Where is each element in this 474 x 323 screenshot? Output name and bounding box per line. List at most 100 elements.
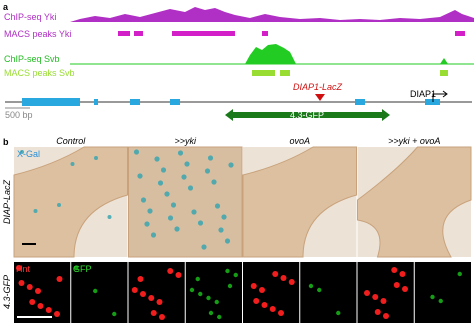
nucleus: [150, 310, 157, 316]
xgal-cell: [167, 215, 174, 221]
nucleus: [16, 265, 22, 271]
xgal-cell: [137, 173, 143, 179]
xgal-cell: [57, 203, 61, 207]
panel-label: a: [3, 2, 9, 12]
xgal-cell: [184, 161, 190, 167]
enhancer-label: 4.3-GFP: [290, 110, 324, 120]
nucleus: [167, 268, 174, 274]
nucleus: [250, 283, 257, 289]
xgal-cell: [191, 209, 197, 215]
nucleus: [278, 310, 284, 316]
xgal-cell: [154, 156, 160, 162]
xgal-cell: [204, 168, 211, 174]
nucleus: [74, 265, 79, 271]
xgal-cell: [224, 238, 231, 244]
nucleus: [393, 282, 400, 288]
xgal-cell: [107, 215, 112, 219]
nucleus: [272, 271, 279, 277]
nucleus: [54, 311, 60, 317]
xgal-cell: [214, 203, 221, 209]
nucleus: [457, 271, 462, 277]
nucleus: [399, 271, 406, 277]
nucleus: [225, 268, 230, 274]
xgal-cell: [221, 214, 227, 220]
row-label: DIAP-LacZ: [2, 179, 12, 224]
nucleus: [93, 288, 98, 294]
nucleus: [214, 299, 219, 305]
nucleus: [308, 283, 314, 289]
nucleus: [26, 284, 33, 290]
enhancer-arrow: [225, 109, 390, 121]
xgal-cell: [144, 221, 150, 227]
xgal-cell: [218, 227, 224, 233]
channel-label: Hnt: [16, 264, 31, 274]
chip-track-svb: [70, 44, 474, 64]
nucleus: [374, 309, 381, 315]
xgal-cell: [157, 180, 164, 186]
fluor-image: [185, 262, 242, 323]
xgal-cell: [20, 150, 24, 154]
nucleus: [372, 294, 379, 300]
nucleus: [217, 314, 222, 320]
nucleus: [198, 291, 203, 297]
fluor-image: [300, 262, 357, 323]
track-label: MACS peaks Yki: [4, 29, 71, 39]
peaks-yki: [118, 31, 465, 36]
nucleus: [402, 286, 408, 292]
nucleus: [148, 295, 155, 301]
nucleus: [112, 311, 117, 317]
xgal-cell: [181, 174, 187, 180]
nucleus: [364, 290, 370, 296]
nucleus: [156, 299, 163, 305]
tissue: [242, 146, 357, 258]
peaks-svb: [252, 70, 448, 76]
nucleus: [45, 307, 52, 313]
tissue: [13, 146, 128, 258]
nucleus: [438, 298, 443, 304]
nucleus: [131, 287, 138, 293]
xgal-cell: [211, 179, 217, 185]
xgal-cell: [174, 226, 180, 232]
fluor-image: [243, 262, 300, 323]
nucleus: [253, 298, 260, 304]
nucleus: [430, 294, 435, 300]
xgal-cell: [228, 162, 234, 168]
xgal-cell: [201, 244, 207, 250]
xgal-cell: [170, 202, 177, 208]
panel-label: b: [3, 137, 9, 147]
nucleus: [37, 303, 44, 309]
xgal-cell: [140, 197, 147, 203]
xgal-cell: [207, 155, 214, 161]
nucleus: [288, 279, 295, 285]
nucleus: [261, 302, 268, 308]
tissue: [128, 146, 243, 258]
column-header: ovoA: [289, 136, 310, 146]
nucleus: [208, 310, 214, 316]
nucleus: [269, 306, 276, 312]
track-label: ChIP-seq Yki: [4, 12, 56, 22]
chip-track-yki: [70, 7, 474, 22]
nucleus: [391, 267, 398, 273]
nucleus: [233, 272, 238, 278]
nucleus: [18, 280, 25, 286]
channel-label: GFP: [73, 264, 92, 274]
column-header: >>yki: [174, 136, 197, 146]
fluor-image: [14, 262, 71, 323]
nucleus: [259, 287, 265, 293]
xgal-cell: [133, 149, 140, 155]
track-label: ChIP-seq Svb: [4, 54, 60, 64]
column-header: >>yki + ovoA: [388, 136, 440, 146]
nucleus: [227, 283, 233, 289]
fluor-image: [71, 262, 128, 323]
xgal-cell: [187, 185, 194, 191]
nucleus: [175, 272, 182, 278]
reporter-marker: [315, 94, 325, 101]
column-header: Control: [56, 136, 86, 146]
xgal-cell: [164, 191, 170, 197]
xgal-cell: [150, 232, 157, 238]
row-label: 4.3-GFP: [2, 275, 12, 309]
scale-label: 500 bp: [5, 110, 33, 120]
nucleus: [195, 276, 200, 282]
nucleus: [56, 276, 63, 282]
